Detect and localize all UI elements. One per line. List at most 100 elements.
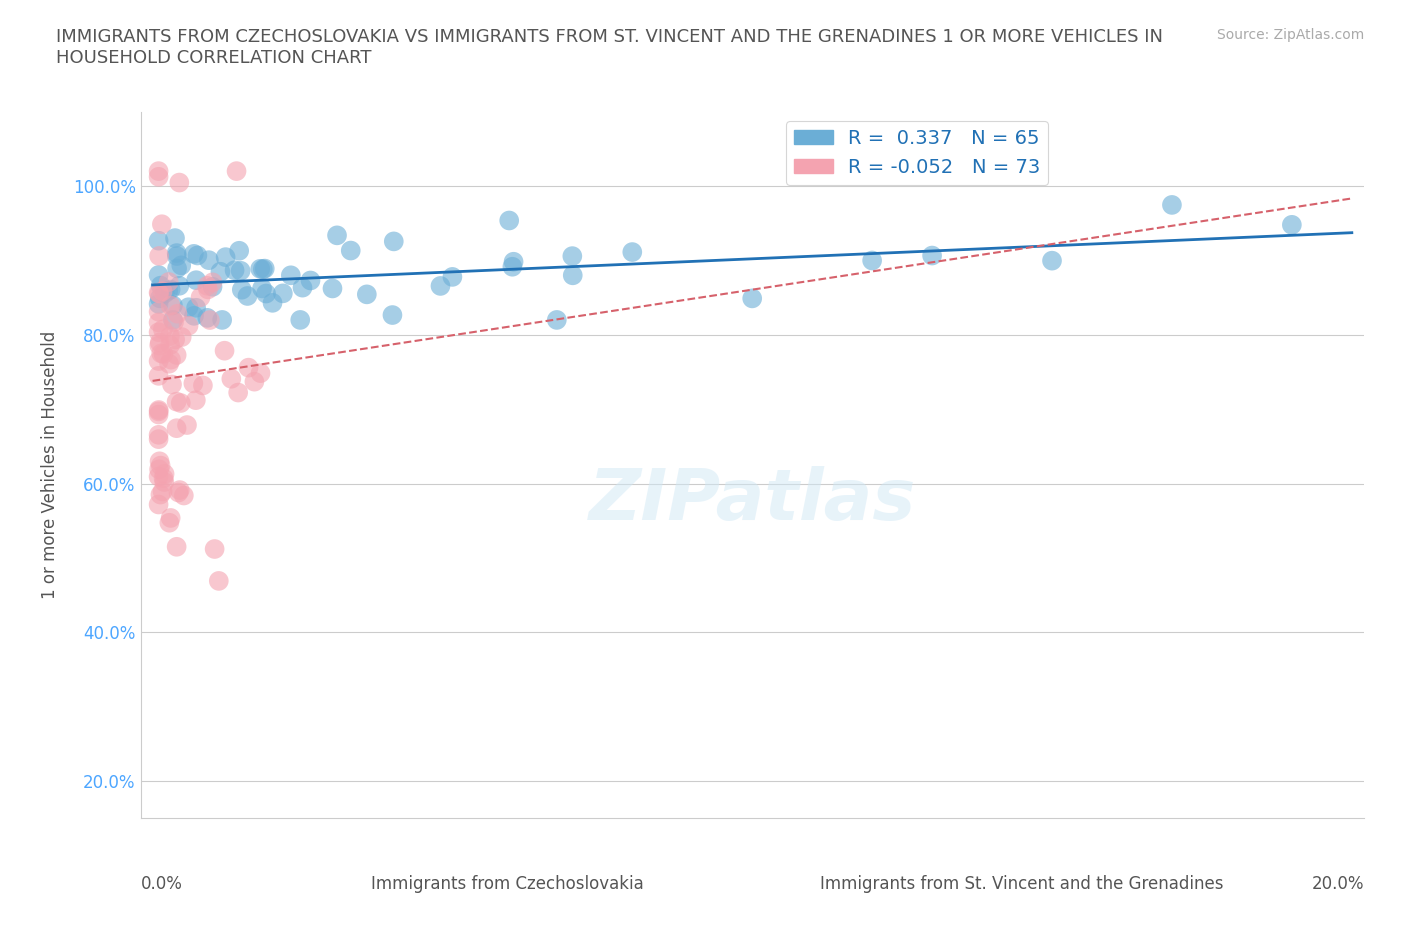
Immigrants from St. Vincent and the Grenadines [152, 322, 174, 337]
Immigrants from St. Vincent and the Grenadines [159, 299, 181, 313]
Immigrants from St. Vincent and the Grenadines [148, 404, 170, 418]
Immigrants from St. Vincent and the Grenadines [159, 338, 181, 352]
Immigrants from St. Vincent and the Grenadines [148, 304, 170, 319]
Text: Immigrants from Czechoslovakia: Immigrants from Czechoslovakia [371, 875, 644, 893]
Immigrants from Czechoslovakia [149, 291, 172, 306]
Immigrants from Czechoslovakia [231, 283, 253, 298]
Text: IMMIGRANTS FROM CZECHOSLOVAKIA VS IMMIGRANTS FROM ST. VINCENT AND THE GRENADINES: IMMIGRANTS FROM CZECHOSLOVAKIA VS IMMIGR… [56, 28, 1163, 67]
Immigrants from St. Vincent and the Grenadines [148, 428, 170, 443]
Immigrants from Czechoslovakia [921, 248, 943, 263]
Immigrants from St. Vincent and the Grenadines [149, 487, 172, 502]
Immigrants from St. Vincent and the Grenadines [167, 485, 190, 500]
Immigrants from Czechoslovakia [561, 268, 583, 283]
Immigrants from St. Vincent and the Grenadines [166, 394, 188, 409]
Immigrants from Czechoslovakia [250, 281, 273, 296]
Immigrants from St. Vincent and the Grenadines [153, 474, 176, 489]
Immigrants from St. Vincent and the Grenadines [190, 290, 212, 305]
Immigrants from Czechoslovakia [211, 312, 233, 327]
Immigrants from St. Vincent and the Grenadines [249, 365, 271, 380]
Immigrants from St. Vincent and the Grenadines [148, 432, 170, 446]
Immigrants from St. Vincent and the Grenadines [170, 329, 193, 344]
Immigrants from St. Vincent and the Grenadines [148, 286, 170, 301]
Immigrants from St. Vincent and the Grenadines [148, 469, 170, 484]
Immigrants from Czechoslovakia [271, 286, 294, 300]
Immigrants from Czechoslovakia [201, 279, 224, 294]
Immigrants from Czechoslovakia [280, 268, 302, 283]
Immigrants from St. Vincent and the Grenadines [176, 418, 198, 432]
Immigrants from Czechoslovakia [170, 258, 193, 272]
Immigrants from Czechoslovakia [183, 309, 205, 324]
Immigrants from St. Vincent and the Grenadines [148, 325, 170, 339]
Immigrants from St. Vincent and the Grenadines [148, 462, 170, 477]
Immigrants from St. Vincent and the Grenadines [173, 488, 195, 503]
Immigrants from St. Vincent and the Grenadines [197, 282, 219, 297]
Immigrants from Czechoslovakia [546, 312, 568, 327]
Text: Immigrants from St. Vincent and the Grenadines: Immigrants from St. Vincent and the Gren… [820, 875, 1223, 893]
Immigrants from Czechoslovakia [381, 308, 404, 323]
Immigrants from St. Vincent and the Grenadines [184, 392, 207, 407]
Immigrants from Czechoslovakia [157, 284, 180, 299]
Immigrants from Czechoslovakia [177, 299, 200, 314]
Immigrants from Czechoslovakia [236, 288, 259, 303]
Immigrants from St. Vincent and the Grenadines [148, 368, 170, 383]
Immigrants from St. Vincent and the Grenadines [159, 511, 181, 525]
Immigrants from St. Vincent and the Grenadines [152, 347, 174, 362]
Immigrants from Czechoslovakia [169, 278, 191, 293]
Immigrants from St. Vincent and the Grenadines [157, 356, 180, 371]
Immigrants from St. Vincent and the Grenadines [238, 360, 260, 375]
Immigrants from Czechoslovakia [321, 281, 343, 296]
Immigrants from Czechoslovakia [339, 243, 361, 258]
Immigrants from Czechoslovakia [254, 286, 277, 301]
Immigrants from St. Vincent and the Grenadines [204, 541, 226, 556]
Immigrants from Czechoslovakia [148, 268, 170, 283]
Immigrants from Czechoslovakia [183, 246, 205, 261]
Immigrants from Czechoslovakia [228, 244, 250, 259]
Immigrants from St. Vincent and the Grenadines [169, 175, 191, 190]
Text: Source: ZipAtlas.com: Source: ZipAtlas.com [1216, 28, 1364, 42]
Immigrants from Czechoslovakia [224, 263, 246, 278]
Text: 20.0%: 20.0% [1312, 875, 1364, 893]
Immigrants from St. Vincent and the Grenadines [201, 275, 224, 290]
Immigrants from St. Vincent and the Grenadines [149, 335, 172, 350]
Immigrants from Czechoslovakia [195, 311, 218, 325]
Immigrants from St. Vincent and the Grenadines [198, 312, 221, 327]
Immigrants from Czechoslovakia [1040, 253, 1063, 268]
Immigrants from St. Vincent and the Grenadines [152, 284, 174, 299]
Immigrants from St. Vincent and the Grenadines [165, 332, 187, 347]
Immigrants from St. Vincent and the Grenadines [148, 286, 170, 300]
Immigrants from Czechoslovakia [1161, 197, 1184, 212]
Immigrants from St. Vincent and the Grenadines [148, 315, 170, 330]
Immigrants from St. Vincent and the Grenadines [152, 484, 174, 498]
Immigrants from Czechoslovakia [291, 280, 314, 295]
Immigrants from Czechoslovakia [166, 248, 188, 263]
Immigrants from St. Vincent and the Grenadines [177, 318, 200, 333]
Immigrants from Czechoslovakia [184, 300, 207, 315]
Immigrants from Czechoslovakia [501, 259, 523, 274]
Immigrants from St. Vincent and the Grenadines [148, 169, 170, 184]
Immigrants from St. Vincent and the Grenadines [163, 314, 186, 329]
Immigrants from Czechoslovakia [621, 245, 644, 259]
Immigrants from St. Vincent and the Grenadines [160, 352, 183, 367]
Immigrants from Czechoslovakia [299, 273, 322, 288]
Y-axis label: 1 or more Vehicles in Household: 1 or more Vehicles in Household [41, 331, 59, 599]
Legend: R =  0.337   N = 65, R = -0.052   N = 73: R = 0.337 N = 65, R = -0.052 N = 73 [786, 121, 1049, 184]
Immigrants from Czechoslovakia [186, 248, 208, 263]
Immigrants from Czechoslovakia [209, 264, 232, 279]
Immigrants from St. Vincent and the Grenadines [221, 371, 243, 386]
Immigrants from St. Vincent and the Grenadines [214, 343, 236, 358]
Immigrants from St. Vincent and the Grenadines [148, 407, 170, 422]
Immigrants from Czechoslovakia [326, 228, 349, 243]
Immigrants from Czechoslovakia [166, 261, 188, 276]
Immigrants from Czechoslovakia [262, 296, 284, 311]
Immigrants from Czechoslovakia [159, 282, 181, 297]
Immigrants from Czechoslovakia [290, 312, 312, 327]
Text: 0.0%: 0.0% [141, 875, 183, 893]
Immigrants from St. Vincent and the Grenadines [150, 346, 173, 361]
Immigrants from Czechoslovakia [249, 261, 271, 276]
Immigrants from Czechoslovakia [252, 261, 274, 276]
Immigrants from Czechoslovakia [498, 213, 520, 228]
Immigrants from Czechoslovakia [382, 234, 405, 249]
Immigrants from St. Vincent and the Grenadines [159, 328, 181, 343]
Immigrants from Czechoslovakia [741, 291, 763, 306]
Immigrants from Czechoslovakia [148, 297, 170, 312]
